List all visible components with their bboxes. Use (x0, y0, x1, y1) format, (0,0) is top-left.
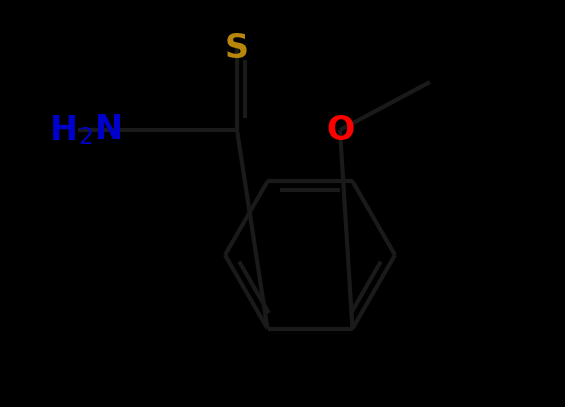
Text: $_2$N: $_2$N (78, 113, 121, 147)
Text: S: S (225, 31, 249, 64)
Text: O: O (326, 114, 354, 147)
Text: H: H (50, 114, 78, 147)
